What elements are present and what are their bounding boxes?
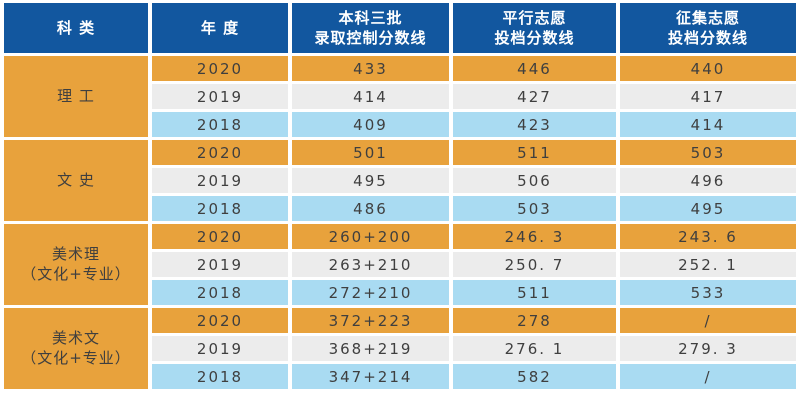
parallel-score-cell: 423 <box>453 112 616 137</box>
batch-score-cell: 263+210 <box>292 252 449 277</box>
parallel-score-cell: 506 <box>453 168 616 193</box>
batch-score-cell: 486 <box>292 196 449 221</box>
year-cell: 2020 <box>152 224 288 249</box>
table-row: 2018 409 423 414 <box>4 112 796 137</box>
category-line2: （文化+专业） <box>21 264 131 283</box>
parallel-score-cell: 511 <box>453 280 616 305</box>
parallel-score-cell: 511 <box>453 140 616 165</box>
category-cell-wenshi: 文 史 <box>4 140 148 221</box>
collect-score-cell: 440 <box>620 56 796 81</box>
year-cell: 2020 <box>152 140 288 165</box>
collect-score-cell: 496 <box>620 168 796 193</box>
collect-score-cell: 533 <box>620 280 796 305</box>
parallel-score-cell: 582 <box>453 364 616 389</box>
header-parallel-volunteer-line: 平行志愿 投档分数线 <box>453 3 616 53</box>
batch-score-cell: 347+214 <box>292 364 449 389</box>
batch-score-cell: 433 <box>292 56 449 81</box>
header-batch-control-line: 本科三批 录取控制分数线 <box>292 3 449 53</box>
category-cell-meishuli: 美术理 （文化+专业） <box>4 224 148 305</box>
year-cell: 2018 <box>152 280 288 305</box>
batch-score-cell: 414 <box>292 84 449 109</box>
collect-score-cell: 252. 1 <box>620 252 796 277</box>
year-cell: 2019 <box>152 252 288 277</box>
header-batch-line2: 录取控制分数线 <box>314 29 427 47</box>
parallel-score-cell: 446 <box>453 56 616 81</box>
year-cell: 2019 <box>152 336 288 361</box>
parallel-score-cell: 503 <box>453 196 616 221</box>
category-line1: 美术理 <box>51 245 100 263</box>
category-line2: （文化+专业） <box>21 348 131 367</box>
year-cell: 2018 <box>152 364 288 389</box>
year-cell: 2019 <box>152 168 288 193</box>
table-row: 美术理 （文化+专业） 2020 260+200 246. 3 243. 6 <box>4 224 796 305</box>
batch-score-cell: 409 <box>292 112 449 137</box>
year-cell: 2018 <box>152 112 288 137</box>
table-row: 2019 414 427 417 <box>4 84 796 109</box>
table-row: 2018 347+214 582 / <box>4 364 796 389</box>
batch-score-cell: 260+200 <box>292 224 449 249</box>
year-cell: 2020 <box>152 308 288 333</box>
parallel-score-cell: 250. 7 <box>453 252 616 277</box>
table-row: 文 史 2020 501 511 503 <box>4 140 796 221</box>
collect-score-cell: 417 <box>620 84 796 109</box>
header-parallel-line1: 平行志愿 <box>502 8 567 27</box>
batch-score-cell: 372+223 <box>292 308 449 333</box>
table-row: 美术文 （文化+专业） 2020 372+223 278 / <box>4 308 796 389</box>
header-collect-volunteer-line: 征集志愿 投档分数线 <box>620 3 796 53</box>
batch-score-cell: 495 <box>292 168 449 193</box>
header-collect-line2: 投档分数线 <box>667 29 748 47</box>
header-row: 科 类 年 度 本科三批 录取控制分数线 平行志愿 投档分数线 征集志愿 投档分… <box>4 3 796 53</box>
category-cell-meishuwen: 美术文 （文化+专业） <box>4 308 148 389</box>
collect-score-cell: 503 <box>620 140 796 165</box>
year-cell: 2020 <box>152 56 288 81</box>
header-category: 科 类 <box>4 3 148 53</box>
parallel-score-cell: 278 <box>453 308 616 333</box>
table-row: 2019 495 506 496 <box>4 168 796 193</box>
table-row: 2018 486 503 495 <box>4 196 796 221</box>
collect-score-cell: 279. 3 <box>620 336 796 361</box>
header-parallel-line2: 投档分数线 <box>494 29 575 47</box>
parallel-score-cell: 276. 1 <box>453 336 616 361</box>
collect-score-cell: 495 <box>620 196 796 221</box>
parallel-score-cell: 427 <box>453 84 616 109</box>
collect-score-cell: / <box>620 364 796 389</box>
batch-score-cell: 368+219 <box>292 336 449 361</box>
year-cell: 2019 <box>152 84 288 109</box>
category-cell-ligong: 理 工 <box>4 56 148 137</box>
collect-score-cell: 414 <box>620 112 796 137</box>
parallel-score-cell: 246. 3 <box>453 224 616 249</box>
category-line1: 美术文 <box>51 329 100 347</box>
collect-score-cell: 243. 6 <box>620 224 796 249</box>
collect-score-cell: / <box>620 308 796 333</box>
table-row: 2018 272+210 511 533 <box>4 280 796 305</box>
header-year: 年 度 <box>152 3 288 53</box>
table-row: 2019 263+210 250. 7 252. 1 <box>4 252 796 277</box>
header-batch-line1: 本科三批 <box>338 8 403 27</box>
table-row: 理 工 2020 433 446 440 <box>4 56 796 137</box>
batch-score-cell: 272+210 <box>292 280 449 305</box>
year-cell: 2018 <box>152 196 288 221</box>
table-row: 2019 368+219 276. 1 279. 3 <box>4 336 796 361</box>
batch-score-cell: 501 <box>292 140 449 165</box>
header-collect-line1: 征集志愿 <box>675 8 740 27</box>
